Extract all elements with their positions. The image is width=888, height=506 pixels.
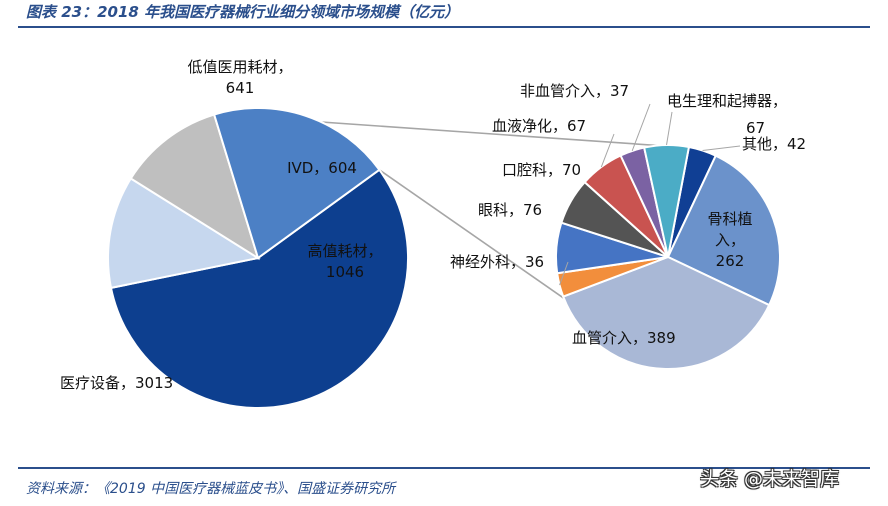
bottom-rule	[18, 467, 870, 469]
label-electrophysiology-pacemaker-value: 67	[746, 119, 765, 137]
label-dental: 口腔科，70	[502, 161, 581, 179]
top-rule	[18, 26, 870, 28]
slice-e9aaa8e7a791e6a48de585a5	[666, 154, 781, 307]
slice-e4bd8ee580bce58cbbe794a8	[107, 177, 261, 290]
slice-ivd	[129, 113, 260, 261]
data-labels: 低值医用耗材， 641 IVD，604 高值耗材， 1046 医疗设备，3013 非血管介入…	[60, 58, 806, 392]
source-note: 资料来源：《2019 中国医疗器械蓝皮书》、国盛证券研究所	[26, 481, 396, 497]
label-ivd: IVD，604	[287, 159, 357, 177]
label-ophthalmology: 眼科，76	[478, 201, 542, 219]
label-non-vascular-intervention: 非血管介入，37	[520, 82, 629, 100]
label-orthopedic-implants: 骨科植入， 262	[707, 210, 752, 270]
secondary-pie	[555, 144, 781, 370]
slice-e8a180e7aea1e4bb8be585a5	[561, 255, 771, 370]
label-low-value-consumables: 低值医用耗材， 641	[187, 58, 292, 97]
leader-non-vascular-intervention	[631, 103, 651, 152]
label-electrophysiology-pacemaker: 电生理和起搏器，	[667, 92, 787, 110]
label-vascular-intervention: 血管介入，389	[572, 329, 676, 347]
label-blood-purification: 血液净化，67	[492, 117, 586, 135]
leader-electrophysiology-pacemaker	[666, 111, 673, 146]
leader-lines	[559, 103, 741, 286]
label-high-value-consumables: 高值耗材， 1046	[307, 242, 382, 281]
slice-e9ab98e580bce88097e69d90	[212, 107, 381, 260]
label-medical-equipment: 医疗设备，3013	[60, 374, 173, 392]
slice-e794b5e7949fe79086e5928c	[642, 144, 691, 258]
figure-title: 图表 23：2018 年我国医疗器械行业细分领域市场规模（亿元）	[26, 3, 460, 21]
leader-other	[702, 145, 741, 151]
watermark: 头条 @未来智库	[700, 468, 840, 490]
label-other: 其他，42	[742, 135, 806, 153]
slice-e58cbbe79697e8aebee5a487	[109, 168, 409, 409]
main-pie	[107, 107, 409, 409]
label-neurosurgery: 神经外科，36	[450, 253, 544, 271]
leader-blood-purification	[600, 133, 615, 168]
leader-neurosurgery	[559, 261, 569, 286]
